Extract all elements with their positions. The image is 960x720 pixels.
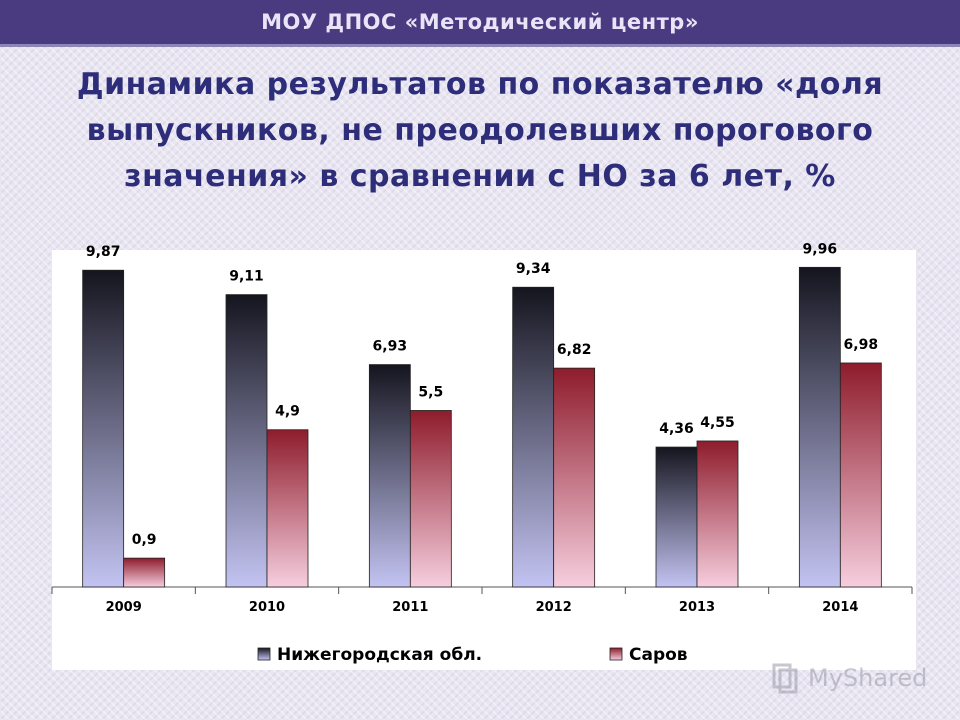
legend-swatch (257, 647, 271, 661)
bar-nizhegorodskaya (225, 294, 268, 588)
x-tick-label: 2010 (249, 600, 285, 615)
bar-sarov (696, 440, 739, 588)
data-label: 4,9 (275, 404, 300, 420)
slide-title: Динамика результатов по показателю «доля… (76, 67, 884, 194)
x-tick-label: 2014 (822, 600, 858, 615)
legend-label: Нижегородская обл. (277, 645, 482, 665)
data-label: 9,96 (803, 241, 838, 257)
x-tick-label: 2012 (536, 600, 572, 615)
data-label: 9,87 (86, 244, 121, 260)
bar-sarov (409, 410, 452, 588)
bar-nizhegorodskaya (82, 269, 125, 588)
bar-nizhegorodskaya (655, 446, 698, 588)
bar-nizhegorodskaya (512, 286, 555, 588)
bar-sarov (266, 429, 309, 588)
header-title: МОУ ДПОС «Методический центр» (261, 10, 699, 34)
watermark-text: MyShared (808, 664, 928, 692)
bar-nizhegorodskaya (368, 364, 411, 588)
watermark-icon (772, 663, 798, 694)
x-tick-label: 2011 (392, 600, 428, 615)
data-label: 4,36 (659, 421, 694, 437)
watermark-logo: MyShared (768, 658, 938, 698)
bar-nizhegorodskaya (798, 266, 841, 588)
data-label: 6,82 (557, 342, 592, 358)
bar-sarov (839, 362, 882, 588)
data-label: 5,5 (418, 384, 443, 400)
bar-sarov (123, 557, 166, 588)
x-tick-label: 2009 (106, 600, 142, 615)
data-label: 6,93 (373, 339, 408, 355)
data-label: 9,34 (516, 261, 551, 277)
header-bar: МОУ ДПОС «Методический центр» (0, 0, 960, 47)
x-tick-label: 2013 (679, 600, 715, 615)
bar-sarov (553, 367, 596, 588)
legend-swatch (609, 647, 623, 661)
data-label: 6,98 (844, 337, 879, 353)
data-label: 9,11 (229, 269, 264, 285)
chart-area (52, 250, 916, 670)
data-label: 4,55 (700, 415, 735, 431)
data-label: 0,9 (132, 532, 157, 548)
legend-label: Саров (629, 645, 688, 665)
